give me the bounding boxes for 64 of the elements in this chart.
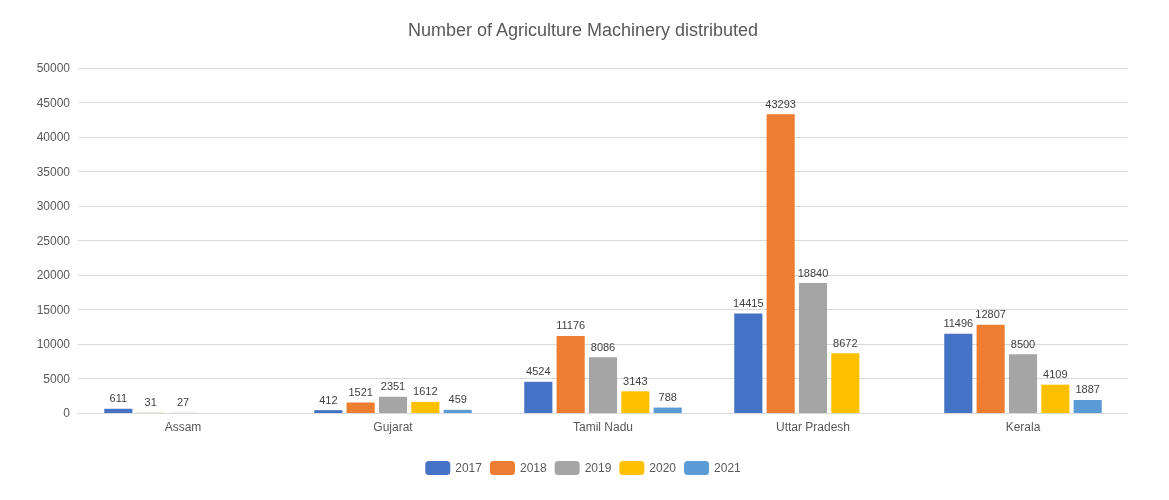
y-tick-label: 0: [63, 406, 71, 420]
bar: [621, 391, 650, 413]
data-label: 8500: [1010, 337, 1036, 350]
y-tick-label: 25000: [36, 233, 71, 248]
legend-label: 2018: [519, 461, 547, 475]
bar: [314, 410, 343, 413]
legend-label: 2020: [649, 461, 677, 475]
x-tick-label: Tamil Nadu: [572, 420, 634, 434]
data-label: 412: [319, 393, 338, 406]
data-label: 611: [109, 392, 128, 405]
x-tick-label: Uttar Pradesh: [775, 420, 851, 434]
bar: [346, 402, 375, 413]
bar: [734, 313, 763, 413]
data-label: 1612: [413, 385, 438, 398]
data-label: 14415: [733, 297, 764, 310]
y-tick-label: 15000: [36, 302, 71, 317]
data-label: 31: [144, 396, 157, 409]
data-label: 2351: [380, 380, 406, 393]
bar: [976, 324, 1005, 413]
y-tick-label: 50000: [36, 61, 71, 75]
bar: [831, 353, 860, 413]
bar: [411, 401, 440, 413]
bar: [653, 407, 682, 413]
bar: [1073, 399, 1102, 413]
legend-label: 2019: [584, 461, 612, 475]
y-tick-label: 20000: [36, 268, 71, 282]
bar: [556, 335, 585, 413]
bar: [1041, 384, 1070, 413]
bar: [1008, 354, 1038, 413]
data-label: 27: [176, 396, 190, 409]
bar: [104, 408, 133, 413]
data-label: 1887: [1075, 383, 1100, 396]
data-label: 43293: [765, 97, 796, 110]
bar: [443, 409, 472, 413]
bar: [798, 283, 828, 413]
bar: [378, 396, 408, 413]
data-label: 8672: [833, 336, 858, 349]
x-tick-label: Gujarat: [373, 420, 414, 434]
data-label: 18840: [797, 266, 829, 279]
data-label: 3143: [623, 374, 648, 387]
bar: [766, 114, 795, 413]
x-tick-label: Assam: [164, 420, 202, 434]
data-label: 1521: [348, 386, 373, 399]
data-label: 788: [658, 391, 677, 404]
y-tick-label: 5000: [43, 371, 71, 386]
y-tick-label: 10000: [36, 337, 71, 351]
y-tick-label: 30000: [36, 199, 71, 213]
legend-label: 2021: [714, 461, 742, 475]
data-label: 11176: [556, 319, 586, 332]
bar: [588, 357, 618, 413]
legend-label: 2017: [455, 461, 483, 475]
data-label: 12807: [975, 308, 1006, 321]
data-label: 459: [448, 393, 467, 406]
data-label: 4524: [526, 365, 551, 378]
bar: [524, 381, 553, 413]
data-label: 11496: [943, 317, 974, 330]
data-label: 4109: [1043, 368, 1068, 381]
x-tick-label: Kerala: [1005, 420, 1041, 434]
data-label: 8086: [590, 340, 616, 353]
y-tick-label: 40000: [36, 130, 71, 144]
bar: [944, 333, 973, 413]
chart-title: Number of Agriculture Machinery distributed: [407, 20, 759, 40]
y-tick-label: 35000: [36, 164, 71, 179]
y-tick-label: 45000: [36, 95, 71, 110]
